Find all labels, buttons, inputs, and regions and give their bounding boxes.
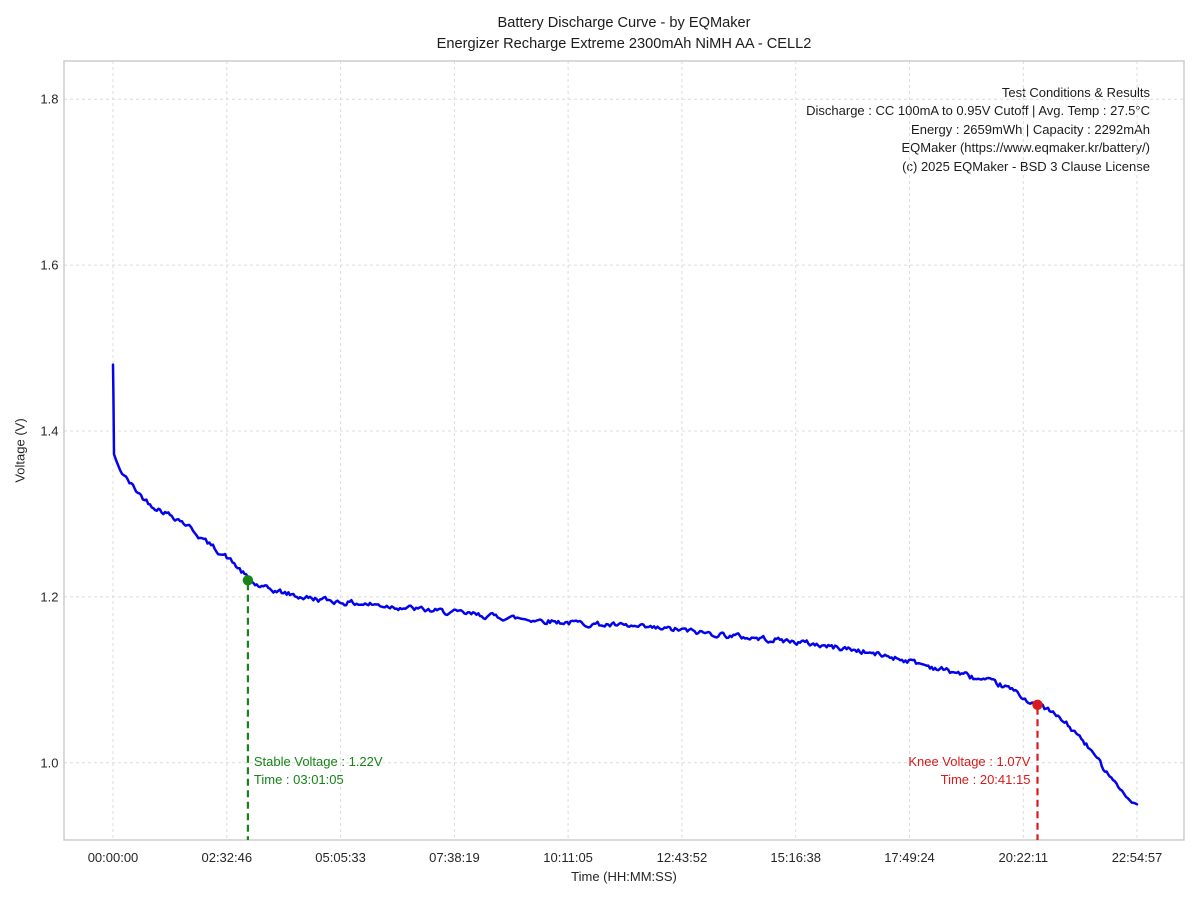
knee-voltage-label: Knee Voltage : 1.07V bbox=[908, 754, 1031, 769]
stable-voltage-label: Stable Voltage : 1.22V bbox=[253, 754, 383, 769]
x-tick-label: 07:38:19 bbox=[429, 850, 480, 865]
chart-title: Battery Discharge Curve - by EQMaker bbox=[497, 15, 751, 31]
x-tick-label: 02:32:46 bbox=[201, 850, 252, 865]
x-tick-label: 15:16:38 bbox=[770, 850, 821, 865]
y-tick-label: 1.4 bbox=[40, 424, 58, 439]
x-tick-label: 10:11:05 bbox=[543, 850, 593, 865]
y-tick-label: 1.2 bbox=[40, 589, 58, 604]
x-tick-label: 05:05:33 bbox=[315, 850, 366, 865]
chart-title-block: Battery Discharge Curve - by EQMaker Ene… bbox=[64, 13, 1184, 55]
x-axis-label: Time (HH:MM:SS) bbox=[571, 869, 677, 884]
test-conditions-box: Test Conditions & Results Discharge : CC… bbox=[806, 84, 1150, 176]
y-axis-label: Voltage (V) bbox=[12, 418, 28, 483]
discharge-curve bbox=[111, 363, 1139, 806]
chart-subtitle: Energizer Recharge Extreme 2300mAh NiMH … bbox=[436, 36, 812, 52]
knee-marker-dot bbox=[1032, 699, 1043, 710]
y-tick-label: 1.6 bbox=[40, 258, 58, 273]
info-line-url: EQMaker (https://www.eqmaker.kr/battery/… bbox=[901, 140, 1150, 156]
y-tick-label: 1.0 bbox=[40, 755, 58, 770]
info-line-header: Test Conditions & Results bbox=[1001, 85, 1150, 100]
x-tick-label: 17:49:24 bbox=[884, 850, 935, 865]
x-tick-label: 22:54:57 bbox=[1112, 850, 1163, 865]
plot-border bbox=[63, 60, 1185, 841]
knee-time-label: Time : 20:41:15 bbox=[940, 771, 1031, 787]
stable-marker-dot bbox=[242, 575, 254, 586]
x-tick-label: 12:43:52 bbox=[657, 850, 708, 865]
x-tick-label: 20:22:11 bbox=[998, 850, 1048, 865]
stable-time-label: Time : 03:01:05 bbox=[253, 771, 344, 787]
info-line-energy: Energy : 2659mWh | Capacity : 2292mAh bbox=[911, 121, 1150, 137]
info-line-license: (c) 2025 EQMaker - BSD 3 Clause License bbox=[902, 158, 1150, 174]
y-tick-label: 1.8 bbox=[40, 92, 58, 107]
knee-voltage-annotation: Knee Voltage : 1.07V Time : 20:41:15 bbox=[908, 753, 1030, 788]
info-line-discharge: Discharge : CC 100mA to 0.95V Cutoff | A… bbox=[806, 103, 1150, 119]
x-tick-label: 00:00:00 bbox=[88, 850, 139, 865]
stable-voltage-annotation: Stable Voltage : 1.22V Time : 03:01:05 bbox=[254, 753, 383, 788]
